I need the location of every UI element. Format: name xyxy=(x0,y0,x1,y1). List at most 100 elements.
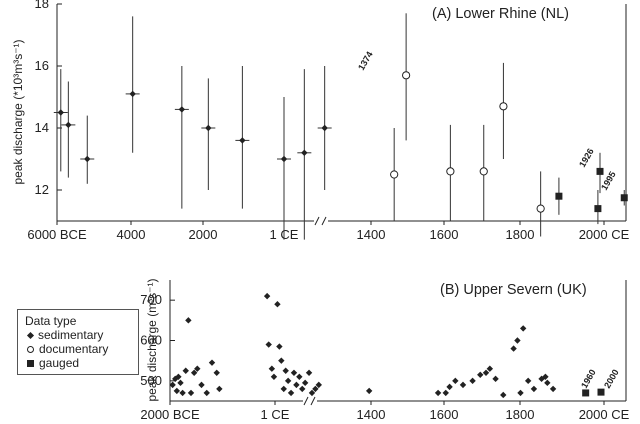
data-point xyxy=(239,137,246,144)
legend-label: sedimentary xyxy=(38,328,104,342)
y-axis-label: peak discharge (m³s⁻¹) xyxy=(145,278,159,401)
data-point xyxy=(263,292,271,300)
data-point xyxy=(179,389,186,397)
series-sedimentary xyxy=(53,16,332,240)
data-point xyxy=(549,385,557,393)
data-point xyxy=(185,317,192,324)
data-point xyxy=(459,381,467,389)
data-point xyxy=(301,379,309,387)
data-point xyxy=(173,387,181,395)
data-point xyxy=(492,375,499,383)
x-tick-label: 2000 xyxy=(189,227,218,242)
data-point xyxy=(500,391,507,399)
data-point xyxy=(620,194,628,202)
data-point xyxy=(486,365,494,372)
data-point xyxy=(479,167,488,176)
data-point xyxy=(524,377,532,385)
series-gauged xyxy=(555,152,628,225)
data-point xyxy=(596,167,604,175)
data-point xyxy=(205,124,212,132)
series-documentary xyxy=(390,13,545,237)
data-point xyxy=(177,379,184,387)
data-point xyxy=(446,167,455,176)
axis-break-gap xyxy=(314,217,328,225)
data-point xyxy=(282,367,289,374)
x-tick-label: 2000 CE xyxy=(579,227,630,242)
data-point xyxy=(582,389,590,397)
data-point xyxy=(84,155,91,163)
data-point xyxy=(301,149,308,156)
legend-item-gauged: gauged xyxy=(25,356,131,370)
x-tick-label: 1600 xyxy=(430,227,459,242)
data-point xyxy=(452,377,459,385)
data-point xyxy=(182,367,189,374)
y-tick-label: 18 xyxy=(35,0,49,11)
data-point xyxy=(290,369,298,376)
data-point xyxy=(203,389,210,397)
data-point xyxy=(216,385,223,393)
data-point xyxy=(213,369,220,376)
legend-label: documentary xyxy=(39,342,109,356)
x-tick-label: 4000 xyxy=(117,227,146,242)
year-annotation: 1926 xyxy=(577,147,596,169)
circle-marker-icon xyxy=(27,345,34,353)
data-point xyxy=(594,205,602,213)
legend-item-sedimentary: sedimentary xyxy=(25,328,131,342)
data-point xyxy=(536,204,545,213)
data-point xyxy=(293,381,300,389)
data-point xyxy=(268,365,276,372)
data-point xyxy=(499,102,508,111)
data-point xyxy=(469,377,476,385)
data-point xyxy=(315,381,322,389)
data-point xyxy=(274,301,281,308)
data-point xyxy=(542,373,549,380)
data-point xyxy=(514,337,521,344)
panel-b-upper-severn: 500 600 700 2000 BCE 1 CE 1400 1600 1800 2000 CE… xyxy=(140,278,629,422)
data-point xyxy=(175,373,182,380)
data-point xyxy=(446,383,453,391)
y-tick-label: 500 xyxy=(140,373,162,388)
data-point xyxy=(178,106,186,113)
data-point xyxy=(299,385,306,393)
data-point xyxy=(482,369,490,376)
y-tick-label: 14 xyxy=(35,120,49,135)
legend: Data type sedimentary documentary gauged xyxy=(17,309,139,375)
data-point xyxy=(190,369,198,376)
x-tick-label: 1800 xyxy=(506,227,535,242)
legend-title: Data type xyxy=(25,314,77,328)
x-tick-label: 2000 BCE xyxy=(140,407,200,422)
diamond-marker-icon xyxy=(26,331,35,339)
axis-break-gap xyxy=(303,397,317,405)
data-point xyxy=(287,389,295,397)
data-point xyxy=(544,379,551,387)
data-point xyxy=(280,155,288,163)
year-annotation: 2000 xyxy=(602,368,621,390)
data-point xyxy=(265,341,272,348)
data-point xyxy=(390,170,399,179)
data-point xyxy=(129,90,136,98)
data-point xyxy=(198,381,205,389)
square-marker-icon xyxy=(27,359,34,367)
data-point xyxy=(510,345,517,352)
data-point xyxy=(555,192,563,200)
panel-title: (A) Lower Rhine (NL) xyxy=(432,6,569,22)
year-annotation: 1960 xyxy=(579,368,598,390)
panel-title: (B) Upper Severn (UK) xyxy=(440,282,587,298)
data-point xyxy=(305,369,313,376)
y-tick-label: 16 xyxy=(35,58,49,73)
axis-break-mark xyxy=(314,216,320,226)
y-tick-label: 600 xyxy=(140,333,162,348)
data-point xyxy=(365,387,373,395)
data-point xyxy=(270,373,278,380)
data-point xyxy=(434,389,442,397)
year-annotation: 1374 xyxy=(356,50,375,72)
data-point xyxy=(308,389,316,397)
legend-label: gauged xyxy=(39,356,80,370)
data-point xyxy=(187,389,195,397)
x-tick-label: 1800 xyxy=(506,407,535,422)
data-point xyxy=(597,388,605,396)
x-tick-label: 2000 CE xyxy=(579,407,630,422)
data-point xyxy=(172,375,179,383)
data-point xyxy=(530,385,538,393)
